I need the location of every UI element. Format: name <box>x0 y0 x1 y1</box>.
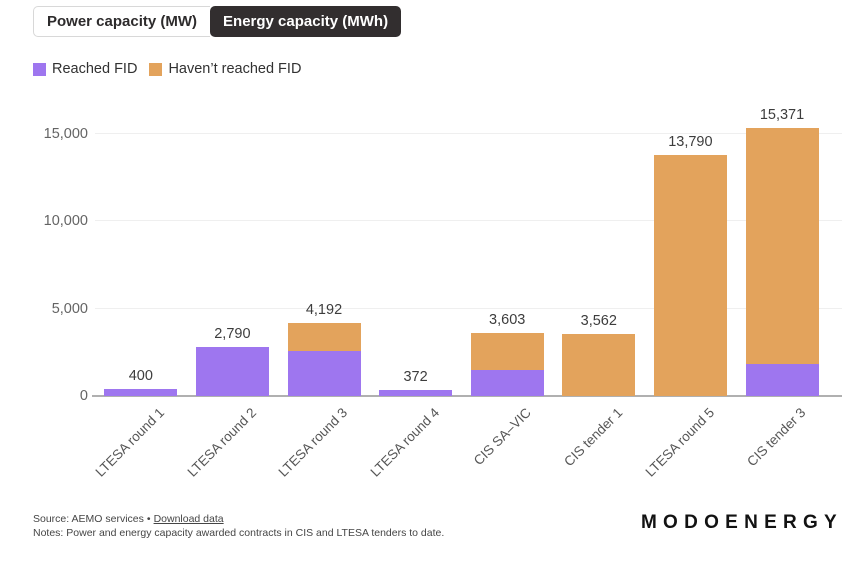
legend-label-havent-reached-fid: Haven’t reached FID <box>168 61 302 77</box>
bar-segment-reached-fid[interactable] <box>104 389 178 396</box>
tab-energy-capacity[interactable]: Energy capacity (MWh) <box>210 6 402 37</box>
bar-segment-reached-fid[interactable] <box>745 363 819 396</box>
x-axis-label: LTESA round 5 <box>642 405 718 480</box>
bar-total-label: 13,790 <box>668 134 713 151</box>
bar-total-label: 2,790 <box>214 326 251 343</box>
source-text: Source: AEMO services <box>33 513 144 525</box>
bar[interactable] <box>745 127 819 396</box>
bar-total-label: 372 <box>403 368 428 385</box>
bar-segment-havent-reached-fid[interactable] <box>287 322 361 351</box>
bar-segment-reached-fid[interactable] <box>470 369 544 396</box>
havent-reached-fid-swatch-icon <box>149 62 163 76</box>
x-axis-label: LTESA round 1 <box>92 405 168 480</box>
modo-energy-logo: MODOENERGY <box>640 512 843 533</box>
bar-segment-reached-fid[interactable] <box>287 350 361 396</box>
legend-item-reached-fid[interactable]: Reached FID <box>33 61 137 77</box>
notes-text: Notes: Power and energy capacity awarded… <box>33 527 445 539</box>
download-data-link[interactable]: Download data <box>153 513 224 525</box>
bar-segment-havent-reached-fid[interactable] <box>745 127 819 364</box>
bar-total-label: 3,562 <box>580 312 617 329</box>
reached-fid-swatch-icon <box>33 62 46 76</box>
bar[interactable] <box>562 333 636 396</box>
bar[interactable] <box>470 333 544 396</box>
bar-segment-havent-reached-fid[interactable] <box>470 333 544 370</box>
tab-power-capacity[interactable]: Power capacity (MW) <box>33 6 211 37</box>
tab-bar: Power capacity (MW) Energy capacity (MWh… <box>33 6 402 37</box>
bar[interactable] <box>104 389 178 396</box>
bar-total-label: 15,371 <box>759 106 805 123</box>
y-tick-label: 0 <box>79 388 88 404</box>
x-axis-label: LTESA round 4 <box>367 405 443 480</box>
bar-total-label: 4,192 <box>305 301 343 318</box>
bar-segment-havent-reached-fid[interactable] <box>653 155 727 396</box>
bar-segment-havent-reached-fid[interactable] <box>562 333 636 396</box>
bar-total-label: 400 <box>128 368 153 385</box>
x-axis-label: CIS tender 3 <box>744 405 809 470</box>
bullet-separator: • <box>146 513 151 525</box>
x-axis-label: LTESA round 3 <box>275 405 351 480</box>
chart-legend: Reached FID Haven’t reached FID <box>33 61 301 77</box>
bar-segment-reached-fid[interactable] <box>195 347 269 396</box>
gridline <box>95 220 842 222</box>
legend-label-reached-fid: Reached FID <box>52 61 138 77</box>
y-tick-label: 10,000 <box>43 213 88 230</box>
y-tick-label: 15,000 <box>43 126 88 142</box>
bar[interactable] <box>287 322 361 396</box>
x-axis-label: CIS tender 1 <box>561 405 626 470</box>
bar[interactable] <box>195 347 269 396</box>
bar-total-label: 3,603 <box>489 312 526 329</box>
plot-area: 400 2,790 4,192 372 3,603 3,562 13,790 15,371 <box>92 105 842 397</box>
bar[interactable] <box>379 389 453 396</box>
bar[interactable] <box>653 155 727 396</box>
x-axis-label: CIS SA–VIC <box>470 405 534 469</box>
gridline <box>95 307 842 309</box>
source-line: Source: AEMO services • Download data <box>33 512 444 526</box>
chart-footer: Source: AEMO services • Download data Note… <box>33 512 444 540</box>
bar-segment-reached-fid[interactable] <box>379 389 453 396</box>
gridline <box>95 133 842 134</box>
x-axis-label: LTESA round 2 <box>184 405 260 480</box>
y-tick-label: 5,000 <box>51 300 88 317</box>
legend-item-havent-reached-fid[interactable]: Haven’t reached FID <box>149 61 301 77</box>
